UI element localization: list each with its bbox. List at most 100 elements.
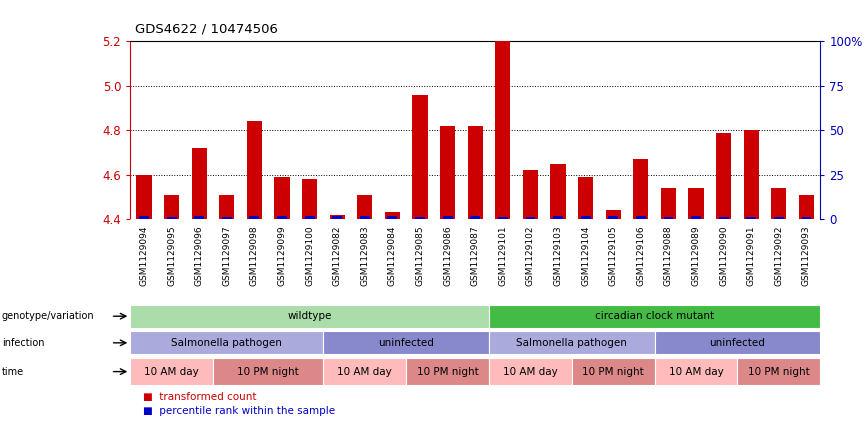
Bar (691, 216, 701, 219)
Bar (358, 195, 372, 219)
Bar (139, 216, 149, 219)
Bar (525, 217, 536, 219)
Text: 10 AM day: 10 AM day (503, 367, 558, 376)
Text: GSM1129103: GSM1129103 (554, 226, 562, 286)
Text: GDS4622 / 10474506: GDS4622 / 10474506 (135, 22, 278, 35)
Text: GSM1129091: GSM1129091 (746, 226, 756, 286)
Bar (302, 179, 317, 219)
Text: GSM1129095: GSM1129095 (168, 226, 176, 286)
Text: ■  percentile rank within the sample: ■ percentile rank within the sample (143, 406, 335, 416)
Text: GSM1129099: GSM1129099 (278, 226, 286, 286)
Bar (581, 217, 590, 219)
Bar (249, 216, 260, 219)
Bar (716, 132, 731, 219)
Bar (496, 41, 510, 219)
Text: Salmonella pathogen: Salmonella pathogen (516, 338, 628, 348)
Text: 10 PM night: 10 PM night (417, 367, 478, 376)
Bar (550, 164, 566, 219)
Bar (489, 331, 654, 354)
Bar (661, 188, 676, 219)
Bar (130, 305, 489, 328)
Text: 10 AM day: 10 AM day (144, 367, 199, 376)
Bar (523, 170, 538, 219)
Bar (470, 216, 480, 219)
Text: 10 PM night: 10 PM night (237, 367, 299, 376)
Bar (606, 210, 621, 219)
Text: GSM1129085: GSM1129085 (416, 226, 424, 286)
Bar (324, 331, 489, 354)
Text: GSM1129088: GSM1129088 (664, 226, 673, 286)
Bar (772, 188, 786, 219)
Bar (774, 217, 784, 219)
Text: GSM1129102: GSM1129102 (526, 226, 535, 286)
Bar (654, 358, 738, 385)
Bar (247, 121, 262, 219)
Bar (719, 217, 728, 219)
Text: GSM1129086: GSM1129086 (444, 226, 452, 286)
Bar (636, 216, 646, 219)
Bar (608, 217, 618, 219)
Text: 10 PM night: 10 PM night (748, 367, 810, 376)
Bar (746, 217, 756, 219)
Bar (213, 358, 324, 385)
Bar (324, 358, 406, 385)
Bar (443, 216, 452, 219)
Bar (572, 358, 654, 385)
Text: GSM1129094: GSM1129094 (140, 226, 148, 286)
Text: GSM1129089: GSM1129089 (692, 226, 700, 286)
Bar (415, 217, 425, 219)
Text: GSM1129092: GSM1129092 (774, 226, 783, 286)
Text: GSM1129096: GSM1129096 (194, 226, 204, 286)
Text: circadian clock mutant: circadian clock mutant (595, 311, 714, 321)
Bar (136, 175, 152, 219)
Bar (489, 305, 820, 328)
Text: ■  transformed count: ■ transformed count (143, 392, 257, 401)
Bar (412, 95, 428, 219)
Bar (222, 217, 232, 219)
Text: infection: infection (2, 338, 44, 348)
Text: GSM1129100: GSM1129100 (306, 226, 314, 286)
Text: GSM1129105: GSM1129105 (608, 226, 618, 286)
Text: genotype/variation: genotype/variation (2, 311, 95, 321)
Bar (738, 358, 820, 385)
Bar (332, 217, 342, 219)
Bar (553, 216, 563, 219)
Bar (468, 126, 483, 219)
Bar (164, 195, 179, 219)
Text: GSM1129106: GSM1129106 (636, 226, 645, 286)
Bar (406, 358, 489, 385)
Text: GSM1129101: GSM1129101 (498, 226, 507, 286)
Bar (360, 217, 370, 219)
Text: time: time (2, 367, 23, 376)
Text: 10 AM day: 10 AM day (668, 367, 723, 376)
Bar (688, 188, 704, 219)
Bar (440, 126, 455, 219)
Bar (578, 177, 593, 219)
Bar (277, 217, 287, 219)
Bar (194, 216, 204, 219)
Text: wildtype: wildtype (287, 311, 332, 321)
Bar (801, 217, 812, 219)
Text: GSM1129084: GSM1129084 (388, 226, 397, 286)
Bar (220, 195, 234, 219)
Bar (387, 217, 398, 219)
Bar (654, 331, 820, 354)
Text: GSM1129082: GSM1129082 (332, 226, 342, 286)
Text: GSM1129104: GSM1129104 (582, 226, 590, 286)
Bar (489, 358, 572, 385)
Bar (130, 331, 324, 354)
Bar (663, 217, 674, 219)
Text: uninfected: uninfected (378, 338, 434, 348)
Bar (634, 159, 648, 219)
Text: GSM1129087: GSM1129087 (470, 226, 480, 286)
Bar (498, 217, 508, 219)
Text: uninfected: uninfected (709, 338, 766, 348)
Text: GSM1129097: GSM1129097 (222, 226, 231, 286)
Text: GSM1129090: GSM1129090 (720, 226, 728, 286)
Text: Salmonella pathogen: Salmonella pathogen (171, 338, 282, 348)
Bar (330, 215, 345, 219)
Bar (799, 195, 814, 219)
Text: 10 PM night: 10 PM night (582, 367, 644, 376)
Text: GSM1129093: GSM1129093 (802, 226, 811, 286)
Text: GSM1129098: GSM1129098 (250, 226, 259, 286)
